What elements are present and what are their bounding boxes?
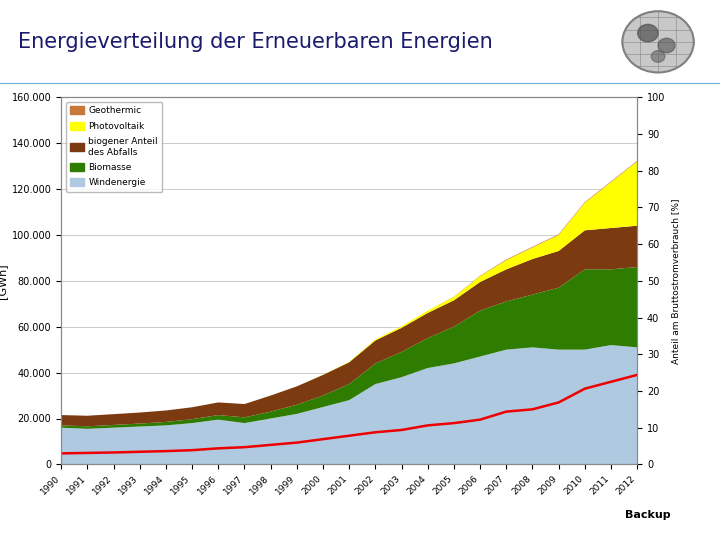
- Y-axis label: Anteil am Bruttostromverbrauch [%]: Anteil am Bruttostromverbrauch [%]: [671, 198, 680, 363]
- Text: Diskussion: Diskussion: [502, 510, 562, 520]
- Text: Backup: Backup: [625, 510, 671, 520]
- Circle shape: [658, 38, 675, 53]
- Text: Atombombe: Atombombe: [148, 510, 217, 520]
- Circle shape: [638, 24, 658, 42]
- Legend: Geothermic, Photovoltaik, biogener Anteil
des Abfalls, Biomasse, Windenergie: Geothermic, Photovoltaik, biogener Antei…: [66, 102, 163, 192]
- Text: Atomkraftwerk: Atomkraftwerk: [258, 510, 341, 520]
- Y-axis label: [GWh]: [GWh]: [0, 263, 7, 299]
- Circle shape: [652, 51, 665, 62]
- Text: Energieverteilung der Erneuerbaren Energien: Energieverteilung der Erneuerbaren Energ…: [18, 32, 492, 52]
- Text: Erneuerbare: Erneuerbare: [381, 510, 450, 520]
- Text: Einleitung: Einleitung: [38, 510, 94, 520]
- Circle shape: [622, 11, 694, 72]
